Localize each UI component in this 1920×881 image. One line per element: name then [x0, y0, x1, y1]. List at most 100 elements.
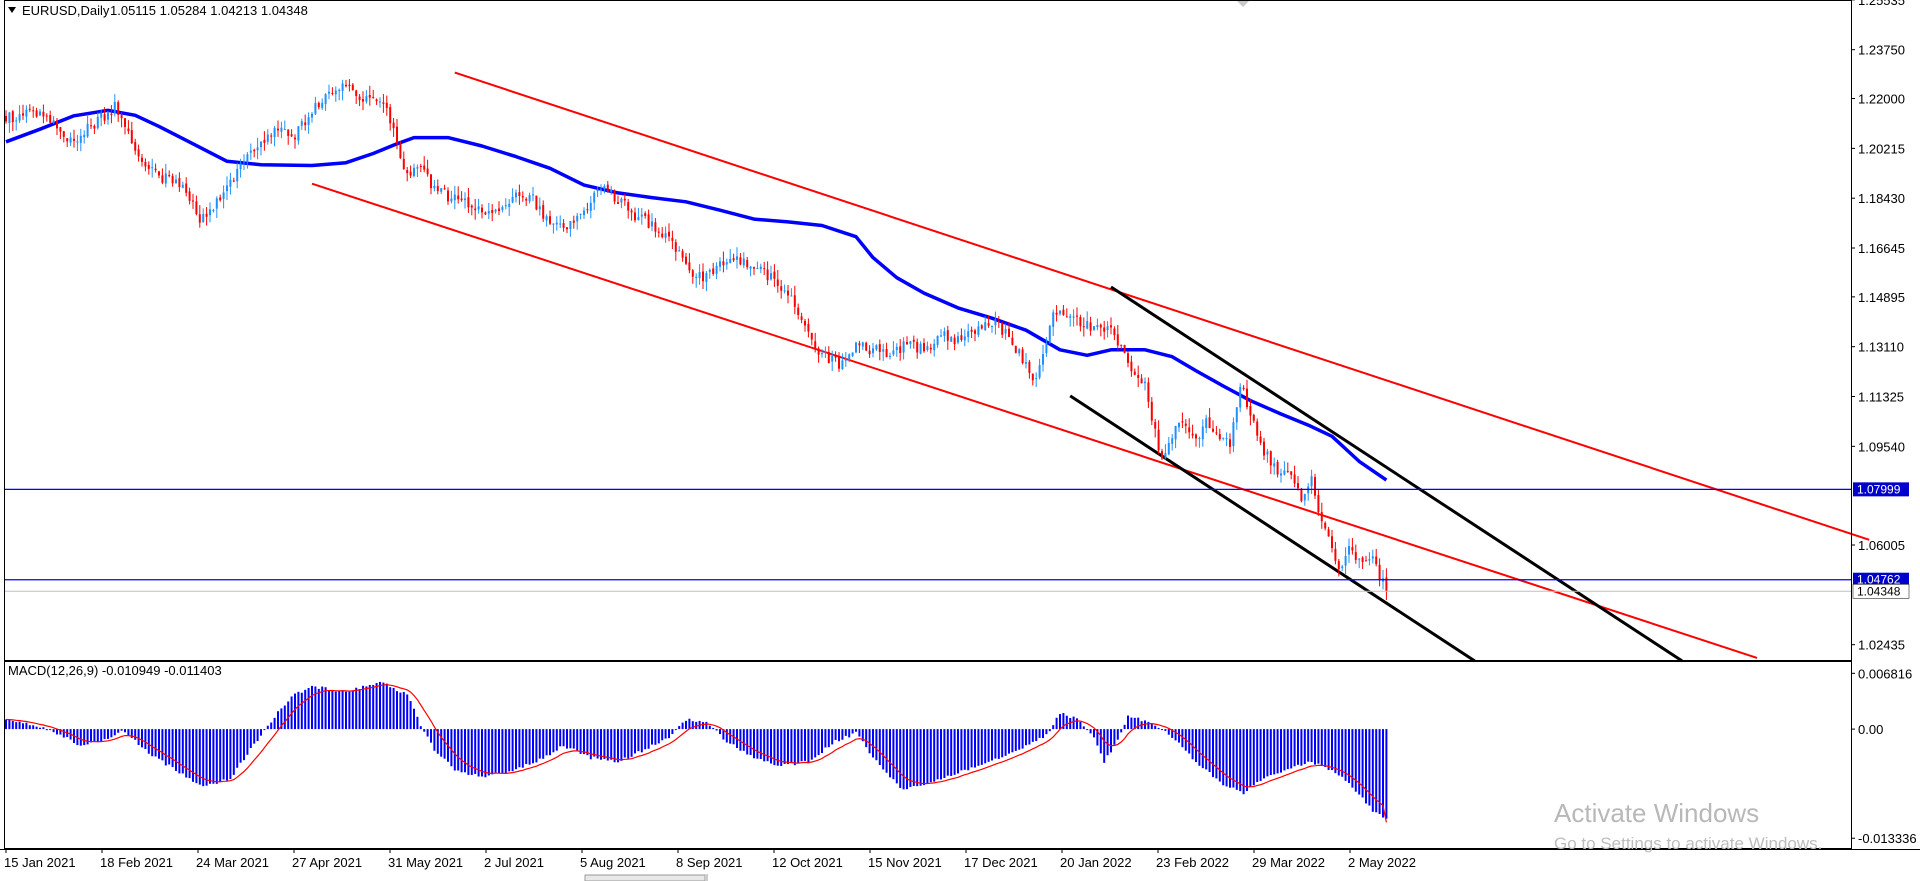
candle-body — [100, 112, 103, 118]
channel-lines — [311, 71, 1870, 663]
macd-bar — [630, 729, 633, 757]
macd-bar — [219, 729, 222, 782]
macd-bar — [1310, 729, 1313, 763]
macd-bar — [872, 729, 874, 758]
candle-body — [756, 268, 759, 270]
candle-body — [447, 190, 449, 202]
candle-body — [185, 183, 188, 193]
candle-body — [661, 233, 664, 238]
macd-bar — [178, 729, 181, 774]
date-tick-label: 17 Dec 2021 — [964, 855, 1038, 870]
candle-body — [368, 94, 371, 98]
red-channel-line — [454, 71, 1870, 541]
candle-body — [532, 194, 534, 196]
candle-body — [834, 354, 837, 358]
macd-bar — [895, 729, 898, 784]
candle-body — [943, 331, 946, 336]
macd-bar — [277, 711, 279, 730]
candle-body — [518, 192, 521, 197]
macd-bar — [511, 729, 514, 772]
shift-marker-icon[interactable] — [1237, 1, 1249, 7]
candle-body — [188, 191, 191, 201]
macd-bar — [1147, 721, 1150, 730]
candle-body — [685, 256, 687, 264]
macd-bar — [409, 701, 412, 730]
macd-bar — [246, 729, 249, 755]
date-tick-label: 27 Apr 2021 — [292, 855, 362, 870]
candle-body — [1229, 439, 1231, 447]
macd-bar — [572, 729, 575, 749]
macd-bar — [600, 729, 602, 760]
candle-body — [929, 347, 932, 350]
chart-tab-active[interactable] — [584, 874, 706, 881]
candle-body — [300, 121, 303, 126]
macd-bar — [749, 729, 752, 755]
macd-pane[interactable] — [5, 681, 1388, 823]
macd-bar — [1052, 725, 1055, 730]
candle-body — [1110, 325, 1112, 328]
candle-body — [1154, 422, 1157, 429]
macd-bar — [623, 729, 626, 758]
candle-body — [470, 205, 473, 208]
candle-body — [878, 344, 881, 352]
candle-body — [974, 330, 976, 334]
candle-body — [239, 163, 242, 170]
horizontal-levels[interactable] — [5, 488, 1851, 592]
macd-bar — [202, 729, 205, 787]
macd-bar — [45, 729, 48, 731]
candle-body — [226, 185, 228, 192]
candle-body — [15, 120, 18, 122]
macd-bar — [997, 729, 1000, 759]
candle-body — [821, 353, 823, 355]
macd-bar — [685, 720, 687, 730]
price-pane[interactable] — [5, 71, 1870, 663]
macd-bar — [283, 705, 286, 730]
candle-body — [1232, 422, 1235, 447]
candle-body — [1045, 343, 1048, 354]
candle-body — [134, 141, 137, 151]
symbol-dropdown-icon[interactable] — [8, 7, 16, 13]
candle-body — [725, 262, 728, 265]
candle-body — [1208, 417, 1211, 429]
candle-body — [219, 197, 222, 201]
candle-body — [521, 196, 524, 198]
macd-bar — [1035, 729, 1038, 741]
macd-bar — [861, 729, 864, 742]
macd-bar — [708, 725, 711, 730]
candle-body — [1201, 426, 1204, 440]
candle-body — [144, 161, 147, 167]
candle-body — [1076, 315, 1078, 317]
candle-body — [8, 112, 11, 124]
macd-bar — [1382, 729, 1384, 818]
macd-bar — [32, 725, 35, 730]
candle-body — [1144, 381, 1146, 384]
candle-body — [705, 273, 708, 282]
candle-body — [991, 325, 993, 327]
macd-bar — [851, 729, 854, 734]
candle-body — [1375, 556, 1378, 565]
macd-bar — [606, 729, 609, 761]
candle-body — [654, 222, 657, 232]
macd-bar — [324, 687, 327, 730]
macd-bar — [1021, 729, 1024, 749]
candle-body — [460, 198, 463, 201]
macd-bar — [1354, 729, 1357, 792]
macd-bar — [464, 729, 466, 773]
macd-bar — [1011, 729, 1014, 753]
macd-bar — [596, 729, 599, 759]
candle-body — [130, 130, 133, 144]
macd-axis: 0.006816 0.00 -0.013336 — [1851, 666, 1917, 846]
price-axis: 1.25535 1.23750 1.22000 1.20215 1.18430 1.166… — [1851, 0, 1905, 653]
candle-body — [1252, 414, 1255, 421]
macd-bar — [181, 729, 184, 774]
candle-body — [147, 165, 150, 169]
candle-body — [158, 171, 160, 176]
candle-body — [895, 346, 898, 351]
candle-body — [691, 270, 694, 277]
candle-body — [780, 286, 783, 291]
candle-body — [698, 271, 701, 279]
macd-bar — [168, 729, 171, 765]
candle-body — [96, 116, 99, 129]
date-tick-label: 31 May 2021 — [388, 855, 463, 870]
